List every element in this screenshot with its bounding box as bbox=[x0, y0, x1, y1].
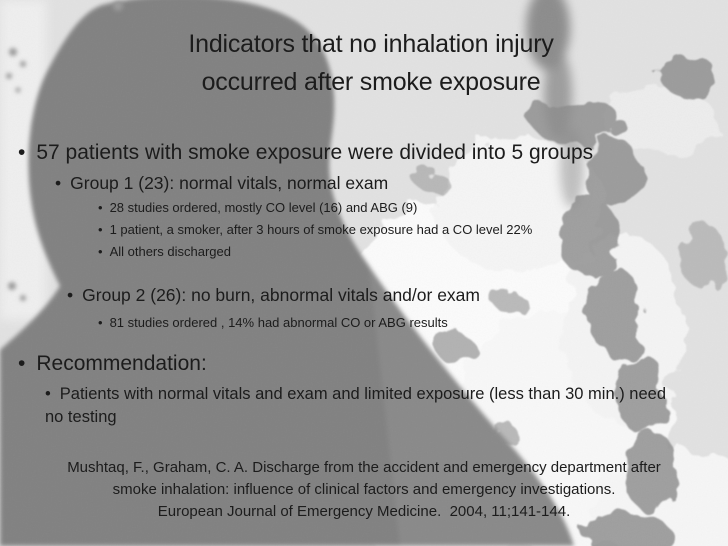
bullet-marker: • bbox=[98, 200, 103, 215]
citation-line-1: Mushtaq, F., Graham, C. A. Discharge fro… bbox=[67, 459, 661, 476]
title-line-2: occurred after smoke exposure bbox=[201, 68, 541, 96]
bullet-patients-text: 57 patients with smoke exposure were div… bbox=[36, 141, 594, 164]
bullet-group2-sub1: • 81 studies ordered , 14% had abnormal C… bbox=[98, 312, 448, 334]
bullet-marker: • bbox=[98, 315, 103, 330]
title-line-1: Indicators that no inhalation injury bbox=[188, 30, 554, 58]
group2-sublist: • 81 studies ordered , 14% had abnormal C… bbox=[98, 312, 448, 334]
bullet-group1-sub3: • All others discharged bbox=[98, 241, 532, 263]
bullet-marker: • bbox=[67, 285, 74, 305]
bullet-patients: • 57 patients with smoke exposure were di… bbox=[18, 141, 593, 165]
bullet-group1-sub1: • 28 studies ordered, mostly CO level (16… bbox=[98, 197, 532, 219]
bullet-marker: • bbox=[98, 222, 103, 237]
bullet-marker: • bbox=[98, 244, 103, 259]
bullet-group1-sub3-text: All others discharged bbox=[109, 244, 231, 259]
bullet-group1-text: Group 1 (23): normal vitals, normal exam bbox=[70, 173, 389, 193]
bullet-group1-sub1-text: 28 studies ordered, mostly CO level (16)… bbox=[109, 200, 418, 215]
bullet-group1-sub2: • 1 patient, a smoker, after 3 hours of s… bbox=[98, 219, 532, 241]
bullet-marker: • bbox=[18, 141, 26, 164]
citation: Mushtaq, F., Graham, C. A. Discharge fro… bbox=[7, 457, 721, 523]
bullet-marker: • bbox=[45, 385, 51, 403]
slide-title: Indicators that no inhalation injury occ… bbox=[14, 25, 728, 101]
bullet-recommendation-sub1: • Patients with normal vitals and exam an… bbox=[45, 383, 677, 429]
bullet-group2-sub1-text: 81 studies ordered , 14% had abnormal CO… bbox=[109, 315, 448, 330]
bullet-recommendation: • Recommendation: bbox=[18, 352, 207, 376]
citation-line-2: smoke inhalation: influence of clinical … bbox=[112, 481, 616, 498]
bullet-recommendation-text: Recommendation: bbox=[36, 352, 207, 375]
bullet-group1: • Group 1 (23): normal vitals, normal exa… bbox=[55, 173, 388, 194]
citation-line-3: European Journal of Emergency Medicine. … bbox=[157, 503, 571, 520]
bullet-recommendation-sub1-text: Patients with normal vitals and exam and… bbox=[45, 385, 667, 426]
bullet-marker: • bbox=[55, 173, 62, 193]
bullet-group2-text: Group 2 (26): no burn, abnormal vitals a… bbox=[82, 285, 480, 305]
group1-sublist: • 28 studies ordered, mostly CO level (16… bbox=[98, 197, 532, 263]
bullet-marker: • bbox=[18, 352, 26, 375]
bullet-group2: • Group 2 (26): no burn, abnormal vitals … bbox=[67, 285, 480, 306]
bullet-group1-sub2-text: 1 patient, a smoker, after 3 hours of sm… bbox=[109, 222, 533, 237]
